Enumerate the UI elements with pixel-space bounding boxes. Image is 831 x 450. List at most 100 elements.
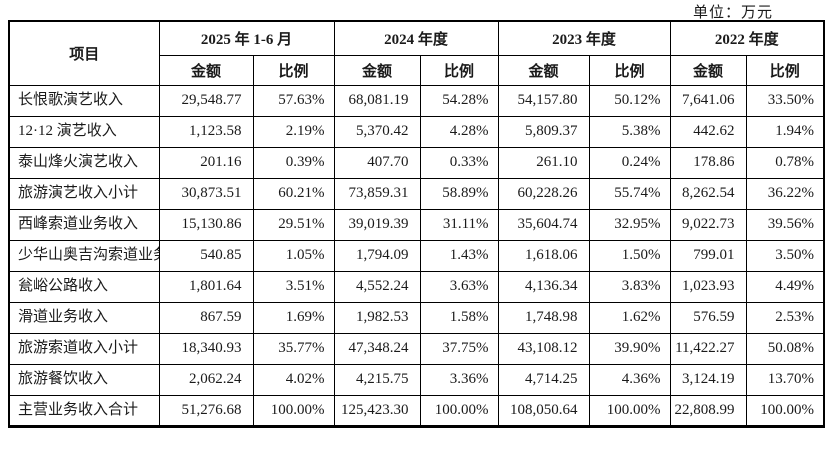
table-row: 长恨歌演艺收入 29,548.77 57.63% 68,081.19 54.28… — [8, 84, 825, 117]
period-header-row: 项目 2025 年 1-6 月 2024 年度 2023 年度 2022 年度 — [8, 20, 825, 86]
ratio-cell: 13.70% — [745, 363, 825, 396]
amount-cell: 9,022.73 — [669, 208, 747, 241]
ratio-cell: 100.00% — [588, 394, 671, 427]
table-row: 主营业务收入合计 51,276.68 100.00% 125,423.30 10… — [8, 394, 825, 427]
amount-cell: 60,228.26 — [497, 177, 590, 210]
table-row: 泰山烽火演艺收入 201.16 0.39% 407.70 0.33% 261.1… — [8, 146, 825, 179]
ratio-cell: 3.83% — [588, 270, 671, 303]
ratio-cell: 5.38% — [588, 115, 671, 148]
ratio-cell: 60.21% — [252, 177, 335, 210]
ratio-header-cell: 比例 — [745, 54, 825, 86]
item-cell: 滑道业务收入 — [8, 301, 160, 334]
ratio-cell: 37.75% — [419, 332, 499, 365]
item-cell: 旅游演艺收入小计 — [8, 177, 160, 210]
item-header-cell: 项目 — [8, 20, 160, 86]
ratio-cell: 1.62% — [588, 301, 671, 334]
item-cell: 瓮峪公路收入 — [8, 270, 160, 303]
ratio-cell: 4.36% — [588, 363, 671, 396]
amount-cell: 1,123.58 — [158, 115, 254, 148]
ratio-cell: 29.51% — [252, 208, 335, 241]
item-cell: 旅游餐饮收入 — [8, 363, 160, 396]
amount-cell: 1,794.09 — [333, 239, 421, 272]
item-cell: 长恨歌演艺收入 — [8, 84, 160, 117]
amount-cell: 799.01 — [669, 239, 747, 272]
table-row: 12·12 演艺收入 1,123.58 2.19% 5,370.42 4.28%… — [8, 115, 825, 148]
ratio-cell: 1.58% — [419, 301, 499, 334]
amount-header-cell: 金额 — [333, 54, 421, 86]
amount-cell: 3,124.19 — [669, 363, 747, 396]
ratio-cell: 31.11% — [419, 208, 499, 241]
amount-cell: 4,136.34 — [497, 270, 590, 303]
amount-cell: 5,809.37 — [497, 115, 590, 148]
amount-cell: 1,982.53 — [333, 301, 421, 334]
amount-cell: 39,019.39 — [333, 208, 421, 241]
ratio-cell: 1.05% — [252, 239, 335, 272]
ratio-header-cell: 比例 — [252, 54, 335, 86]
unit-label: 单位：万元 — [692, 5, 773, 21]
amount-cell: 407.70 — [333, 146, 421, 179]
amount-cell: 201.16 — [158, 146, 254, 179]
ratio-cell: 36.22% — [745, 177, 825, 210]
amount-cell: 15,130.86 — [158, 208, 254, 241]
amount-cell: 4,552.24 — [333, 270, 421, 303]
amount-cell: 1,801.64 — [158, 270, 254, 303]
amount-header-cell: 金额 — [158, 54, 254, 86]
amount-cell: 29,548.77 — [158, 84, 254, 117]
item-cell: 泰山烽火演艺收入 — [8, 146, 160, 179]
amount-cell: 22,808.99 — [669, 394, 747, 427]
amount-cell: 7,641.06 — [669, 84, 747, 117]
revenue-table: 项目 2025 年 1-6 月 2024 年度 2023 年度 2022 年度 … — [8, 20, 826, 428]
ratio-cell: 0.78% — [745, 146, 825, 179]
ratio-cell: 100.00% — [745, 394, 825, 427]
ratio-cell: 39.90% — [588, 332, 671, 365]
amount-cell: 261.10 — [497, 146, 590, 179]
ratio-cell: 2.53% — [745, 301, 825, 334]
ratio-cell: 57.63% — [252, 84, 335, 117]
period-header-2022: 2022 年度 — [669, 20, 825, 56]
ratio-cell: 58.89% — [419, 177, 499, 210]
amount-cell: 576.59 — [669, 301, 747, 334]
period-header-2024: 2024 年度 — [333, 20, 499, 56]
amount-header-cell: 金额 — [497, 54, 590, 86]
ratio-cell: 39.56% — [745, 208, 825, 241]
item-cell: 主营业务收入合计 — [8, 394, 160, 427]
amount-cell: 54,157.80 — [497, 84, 590, 117]
amount-cell: 8,262.54 — [669, 177, 747, 210]
period-header-2025: 2025 年 1-6 月 — [158, 20, 335, 56]
amount-cell: 51,276.68 — [158, 394, 254, 427]
amount-cell: 442.62 — [669, 115, 747, 148]
table-row: 滑道业务收入 867.59 1.69% 1,982.53 1.58% 1,748… — [8, 301, 825, 334]
amount-cell: 47,348.24 — [333, 332, 421, 365]
amount-cell: 867.59 — [158, 301, 254, 334]
ratio-cell: 3.51% — [252, 270, 335, 303]
amount-cell: 43,108.12 — [497, 332, 590, 365]
subheader-row: 金额 比例 金额 比例 金额 比例 金额 比例 — [9, 54, 825, 86]
table-row: 旅游餐饮收入 2,062.24 4.02% 4,215.75 3.36% 4,7… — [8, 363, 825, 396]
ratio-header-cell: 比例 — [419, 54, 499, 86]
amount-cell: 68,081.19 — [333, 84, 421, 117]
ratio-cell: 0.39% — [252, 146, 335, 179]
ratio-cell: 100.00% — [252, 394, 335, 427]
amount-cell: 1,023.93 — [669, 270, 747, 303]
table-body: 长恨歌演艺收入 29,548.77 57.63% 68,081.19 54.28… — [8, 84, 825, 427]
amount-cell: 108,050.64 — [497, 394, 590, 427]
amount-cell: 2,062.24 — [158, 363, 254, 396]
table-row: 旅游演艺收入小计 30,873.51 60.21% 73,859.31 58.8… — [8, 177, 825, 210]
ratio-cell: 3.36% — [419, 363, 499, 396]
ratio-cell: 1.50% — [588, 239, 671, 272]
table-header: 项目 2025 年 1-6 月 2024 年度 2023 年度 2022 年度 … — [8, 20, 825, 86]
ratio-cell: 2.19% — [252, 115, 335, 148]
table-row: 西峰索道业务收入 15,130.86 29.51% 39,019.39 31.1… — [8, 208, 825, 241]
amount-cell: 11,422.27 — [669, 332, 747, 365]
ratio-cell: 50.12% — [588, 84, 671, 117]
ratio-cell: 4.28% — [419, 115, 499, 148]
amount-header-cell: 金额 — [669, 54, 747, 86]
amount-cell: 30,873.51 — [158, 177, 254, 210]
item-cell: 少华山奥吉沟索道业务收入 — [8, 239, 160, 272]
ratio-cell: 1.69% — [252, 301, 335, 334]
amount-cell: 4,714.25 — [497, 363, 590, 396]
amount-cell: 1,748.98 — [497, 301, 590, 334]
period-header-2023: 2023 年度 — [497, 20, 671, 56]
ratio-cell: 0.33% — [419, 146, 499, 179]
ratio-header-cell: 比例 — [588, 54, 671, 86]
